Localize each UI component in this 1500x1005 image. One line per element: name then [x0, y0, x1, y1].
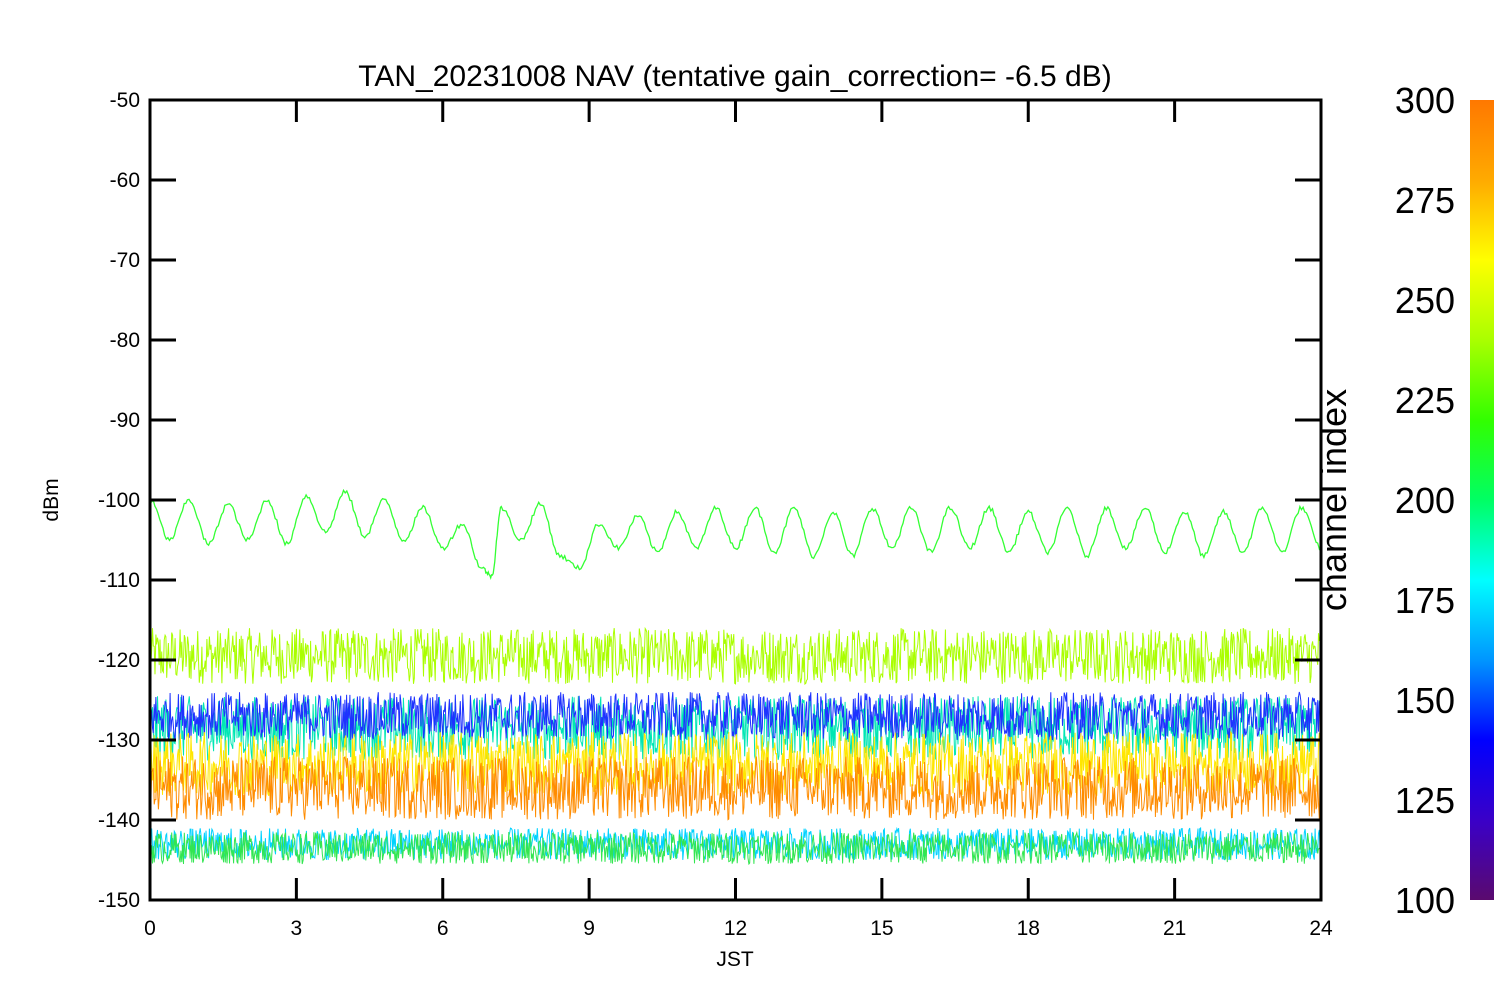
colorbar-tick-label: 100 [1395, 880, 1455, 921]
colorbar-gradient [1470, 100, 1494, 900]
x-tick-label: 12 [724, 917, 747, 940]
x-axis-label: JST [716, 948, 754, 971]
colorbar-tick-label: 200 [1395, 480, 1455, 521]
series-band-3 [150, 691, 1321, 741]
colorbar-tick-label: 250 [1395, 280, 1455, 321]
y-tick-label: -80 [110, 329, 140, 352]
series-band-5 [150, 755, 1321, 821]
x-tick-label: 3 [291, 917, 303, 940]
colorbar-tick-label: 150 [1395, 680, 1455, 721]
colorbar-tick-label: 275 [1395, 180, 1455, 221]
colorbar-ticks: 300 275 250 225 200 175 150 125 100 [1395, 80, 1455, 921]
y-tick-label: -140 [98, 809, 140, 832]
series-band-1 [150, 626, 1321, 686]
colorbar-tick-label: 125 [1395, 780, 1455, 821]
y-tick-label: -150 [98, 889, 140, 912]
x-tick-label: 15 [870, 917, 893, 940]
x-tick-label: 18 [1017, 917, 1040, 940]
y-tick-label: -50 [110, 89, 140, 112]
x-tick-label: 24 [1309, 917, 1333, 940]
y-tick-label: -60 [110, 169, 140, 192]
axis-layer: 0 3 6 9 12 15 18 21 24 -50 -60 -70 -80 -90 -100 -110 -12… [98, 89, 1333, 940]
y-tick-label: -90 [110, 409, 140, 432]
x-tick-label: 9 [583, 917, 595, 940]
y-tick-label: -110 [100, 569, 140, 592]
series-band-2 [150, 695, 1321, 761]
chart-title: TAN_20231008 NAV (tentative gain_correct… [358, 60, 1112, 93]
colorbar-label: channel index [1313, 389, 1354, 611]
colorbar-tick-label: 300 [1395, 80, 1455, 121]
colorbar: 300 275 250 225 200 175 150 125 100 channel inde… [1313, 80, 1494, 921]
y-tick-label: -100 [98, 489, 140, 512]
x-tick-label: 21 [1163, 917, 1186, 940]
colorbar-tick-label: 225 [1395, 380, 1455, 421]
series-layer [150, 488, 1321, 866]
series-signal-line [150, 488, 1321, 581]
x-tick-label: 6 [437, 917, 449, 940]
series-band-4 [150, 730, 1321, 798]
y-tick-label: -130 [98, 729, 140, 752]
colorbar-tick-label: 175 [1395, 580, 1455, 621]
x-tick-label: 0 [144, 917, 156, 940]
y-axis-label: dBm [40, 478, 63, 521]
y-tick-label: -120 [98, 649, 140, 672]
series-band-7 [150, 830, 1321, 866]
y-tick-label: -70 [110, 249, 140, 272]
